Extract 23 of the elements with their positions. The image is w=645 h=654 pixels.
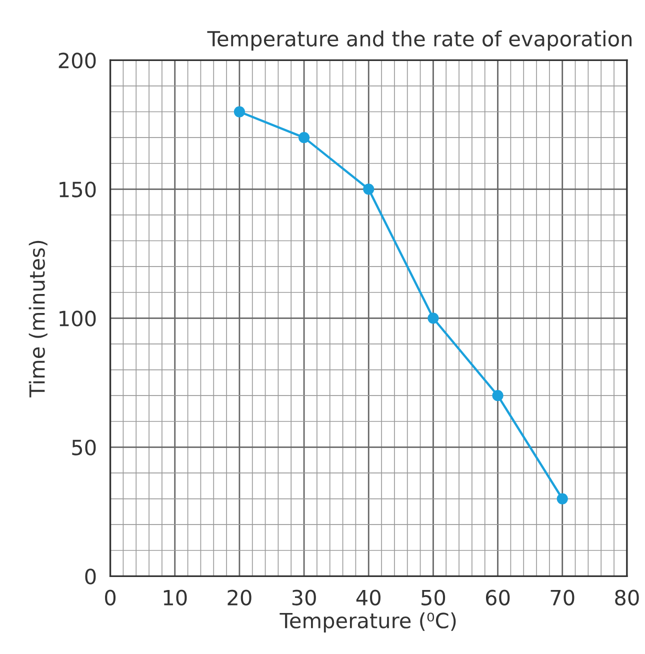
chart-title: Temperature and the rate of evaporation: [207, 30, 632, 51]
y-tick-label: 0: [85, 568, 96, 584]
point: [234, 106, 246, 118]
point: [298, 132, 310, 144]
point: [556, 493, 568, 504]
x-tick-label: 60: [486, 590, 510, 606]
x-tick-label: 40: [356, 590, 380, 606]
x-tick-label: 0: [105, 590, 116, 606]
y-tick-label: 150: [60, 182, 96, 198]
x-tick-label: 20: [228, 590, 252, 606]
y-axis-title: Time (minutes): [28, 240, 48, 398]
x-tick-label: 30: [292, 590, 316, 606]
y-tick-label: 200: [58, 52, 96, 68]
y-tick-label: 100: [60, 310, 96, 326]
point: [363, 184, 374, 195]
x-tick-label: 70: [550, 590, 574, 606]
y-tick-label: 50: [72, 440, 96, 456]
point: [492, 390, 504, 402]
x-tick-label: 50: [422, 590, 446, 606]
x-axis-title: Temperature (⁰C): [280, 612, 456, 632]
point: [428, 312, 439, 324]
x-tick-label: 80: [615, 590, 639, 606]
x-tick-label: 10: [164, 590, 187, 606]
